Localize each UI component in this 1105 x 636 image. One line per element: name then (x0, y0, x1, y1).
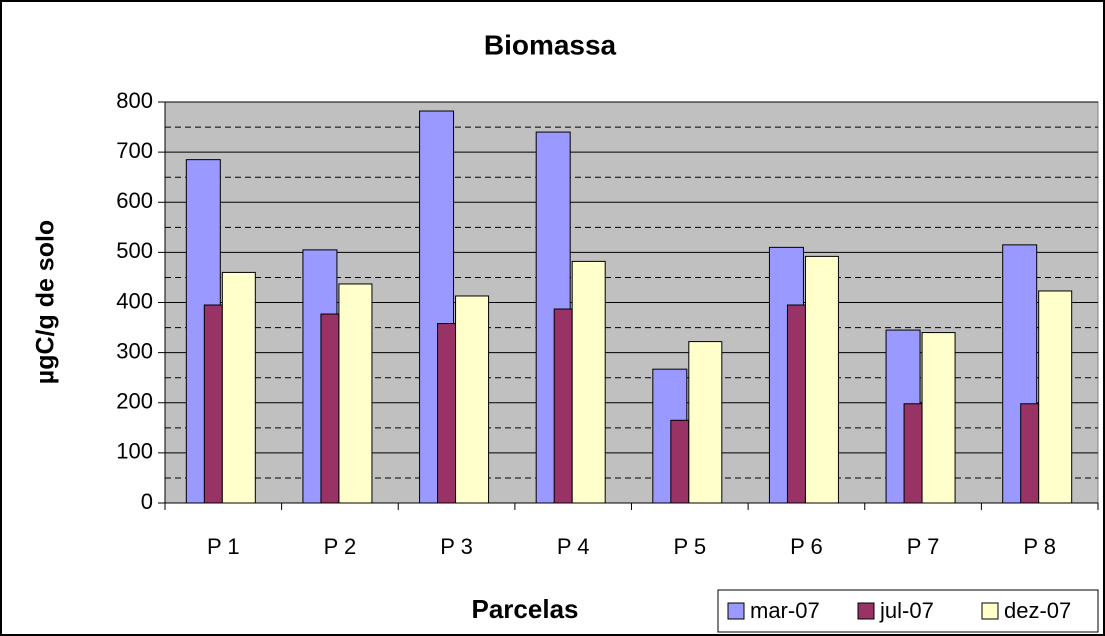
legend-swatch (981, 602, 999, 620)
x-tick-label: P 2 (324, 534, 357, 559)
x-tick-label: P 1 (207, 534, 240, 559)
y-tick-label: 400 (116, 288, 153, 313)
bar (203, 304, 223, 504)
bar (553, 308, 573, 504)
bar (903, 403, 923, 504)
legend-swatch (857, 602, 875, 620)
legend-label: mar-07 (750, 598, 820, 623)
y-tick-label: 800 (116, 88, 153, 113)
x-tick-label: P 6 (790, 534, 823, 559)
x-tick-label: P 8 (1023, 534, 1056, 559)
x-tick-label: P 4 (557, 534, 590, 559)
y-tick-label: 100 (116, 439, 153, 464)
bar (221, 271, 256, 504)
bar (437, 323, 457, 504)
x-tick-label: P 3 (440, 534, 473, 559)
bar (338, 283, 373, 504)
y-tick-label: 200 (116, 389, 153, 414)
bar (804, 255, 839, 504)
chart-title: Biomassa (484, 29, 617, 60)
bar (786, 304, 806, 504)
y-tick-label: 700 (116, 138, 153, 163)
bar (921, 332, 956, 504)
y-tick-label: 600 (116, 188, 153, 213)
bar (670, 419, 690, 504)
bar (688, 341, 723, 504)
legend-label: jul-07 (879, 598, 934, 623)
y-tick-label: 0 (141, 489, 153, 514)
bar (1020, 403, 1040, 504)
y-axis-label: µgC/g de solo (32, 220, 60, 384)
x-tick-label: P 5 (674, 534, 707, 559)
legend-label: dez-07 (1004, 598, 1071, 623)
legend-swatch (727, 602, 745, 620)
legend-box (717, 589, 1099, 633)
y-tick-label: 500 (116, 238, 153, 263)
bar (455, 295, 490, 504)
x-axis-label: Parcelas (472, 594, 579, 624)
bar (571, 260, 606, 504)
x-tick-label: P 7 (907, 534, 940, 559)
y-tick-label: 300 (116, 338, 153, 363)
bar (1038, 290, 1073, 504)
bar (320, 313, 340, 504)
